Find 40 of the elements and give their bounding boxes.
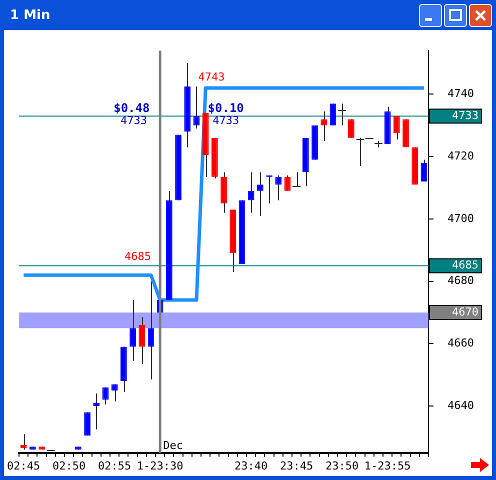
annotation: $0.10 [208, 101, 244, 116]
y-tick-label: 4660 [448, 336, 474, 350]
candlestick [256, 172, 264, 216]
y-tick-label: 4700 [448, 212, 474, 225]
annotation: 4733 [212, 114, 240, 128]
candlestick [284, 174, 291, 192]
candlestick [102, 386, 109, 405]
y-tick-label: 4720 [448, 149, 474, 162]
candlestick [193, 86, 200, 130]
x-tick-label: 23:45 [280, 459, 314, 472]
candlestick [20, 434, 27, 450]
candlestick [248, 172, 254, 214]
annotation: $0.48 [114, 101, 150, 116]
candlestick [130, 300, 136, 362]
y-tick-label: 4740 [448, 87, 474, 100]
y-tick-label: 4640 [448, 398, 474, 412]
annotation: 4685 [124, 250, 152, 263]
ref-line-label: 4733 [452, 108, 479, 122]
band-label: 4670 [452, 305, 479, 318]
x-tick-label: 23:40 [234, 459, 268, 472]
x-tick-label: 1-23:30 [136, 459, 184, 472]
ref-line-label: 4685 [452, 258, 479, 272]
candlestick [111, 384, 118, 402]
ref-line-label: Dec [163, 439, 183, 452]
x-tick-label: 1-23:55 [364, 459, 411, 472]
y-tick-label: 4680 [448, 274, 474, 288]
x-tick-label: 02:55 [98, 459, 132, 472]
annotation: 4733 [120, 114, 147, 128]
candlestick [393, 116, 400, 140]
candlestick [275, 174, 282, 201]
x-tick-label: 02:45 [7, 459, 40, 472]
chart-title: 1 Min [10, 8, 52, 22]
candlestick [148, 280, 154, 380]
x-tick-label: 23:50 [326, 459, 359, 472]
candlestick [420, 159, 428, 182]
candlestick [320, 110, 328, 142]
x-tick-label: 02:50 [52, 459, 86, 472]
candlestick [138, 316, 146, 364]
annotation: 4743 [198, 70, 225, 84]
candlestick [93, 393, 100, 430]
